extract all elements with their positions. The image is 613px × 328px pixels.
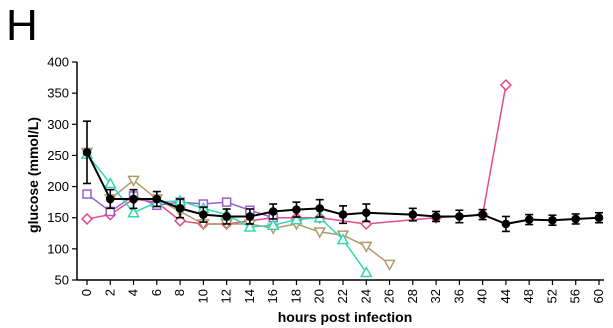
x-tick-label: 52 — [544, 289, 559, 303]
data-point — [431, 212, 441, 221]
data-point — [199, 210, 208, 219]
series-layer — [80, 78, 604, 278]
data-point — [127, 175, 140, 187]
x-tick-label: 28 — [405, 289, 420, 303]
data-point — [222, 212, 231, 221]
data-point — [221, 197, 232, 207]
data-point — [243, 220, 257, 232]
x-tick-label: 14 — [242, 289, 257, 303]
data-point — [105, 194, 115, 204]
data-point — [80, 212, 94, 226]
y-axis-title: glucose (mmol/L) — [25, 117, 41, 233]
data-point — [524, 215, 534, 224]
x-tick-label: 48 — [521, 289, 536, 303]
data-point — [82, 189, 92, 199]
data-point — [127, 206, 140, 218]
x-tick-label: 0 — [79, 289, 94, 296]
x-tick-label: 26 — [382, 289, 397, 303]
data-point — [152, 194, 162, 204]
data-point — [290, 213, 303, 225]
y-tick-label: 150 — [47, 210, 69, 225]
x-tick-label: 60 — [591, 289, 606, 303]
data-point — [594, 213, 604, 223]
data-point — [408, 210, 418, 219]
x-tick-label: 32 — [428, 289, 443, 303]
data-point — [82, 148, 92, 157]
y-tick-label: 50 — [55, 273, 69, 288]
x-tick-label: 40 — [475, 289, 490, 303]
y-tick-label: 200 — [47, 179, 69, 194]
x-tick-label: 16 — [265, 289, 280, 303]
series-line — [86, 151, 600, 225]
x-axis-title: hours post infection — [278, 309, 413, 325]
data-point — [571, 214, 581, 224]
data-point — [499, 78, 512, 92]
data-point — [336, 232, 350, 245]
data-point — [292, 205, 301, 214]
data-point — [455, 212, 464, 221]
data-point — [129, 194, 138, 204]
data-point — [266, 218, 280, 230]
x-tick-label: 18 — [288, 289, 303, 303]
data-point — [313, 227, 327, 239]
x-tick-label: 10 — [195, 289, 210, 303]
data-point — [359, 265, 373, 278]
data-point — [548, 215, 557, 225]
x-tick-label: 36 — [451, 289, 466, 303]
panel-label: H — [6, 1, 38, 50]
y-tick-label: 300 — [47, 117, 69, 132]
data-point — [361, 208, 371, 218]
data-point — [338, 210, 348, 219]
x-tick-label: 2 — [102, 289, 117, 296]
data-point — [383, 259, 396, 271]
data-point — [268, 207, 278, 216]
data-point — [103, 176, 117, 189]
y-tick-label: 100 — [47, 241, 69, 256]
data-point — [478, 210, 487, 219]
x-tick-label: 6 — [149, 289, 164, 296]
y-tick-label: 400 — [47, 55, 69, 70]
x-tick-label: 22 — [335, 289, 350, 303]
data-point — [315, 204, 325, 213]
x-tick-label: 8 — [172, 289, 187, 296]
x-tick-label: 24 — [358, 289, 373, 303]
x-tick-label: 56 — [568, 289, 583, 303]
series-4 — [82, 120, 604, 233]
x-tick-label: 44 — [498, 289, 513, 303]
y-tick-label: 250 — [47, 148, 69, 163]
data-point — [245, 212, 255, 221]
data-point — [175, 204, 185, 213]
x-tick-label: 4 — [126, 289, 141, 296]
y-tick-label: 350 — [47, 86, 69, 101]
x-tick-label: 20 — [312, 289, 327, 303]
x-tick-label: 12 — [219, 289, 234, 303]
series-1 — [80, 147, 396, 271]
data-point — [359, 241, 373, 253]
data-point — [501, 219, 511, 229]
